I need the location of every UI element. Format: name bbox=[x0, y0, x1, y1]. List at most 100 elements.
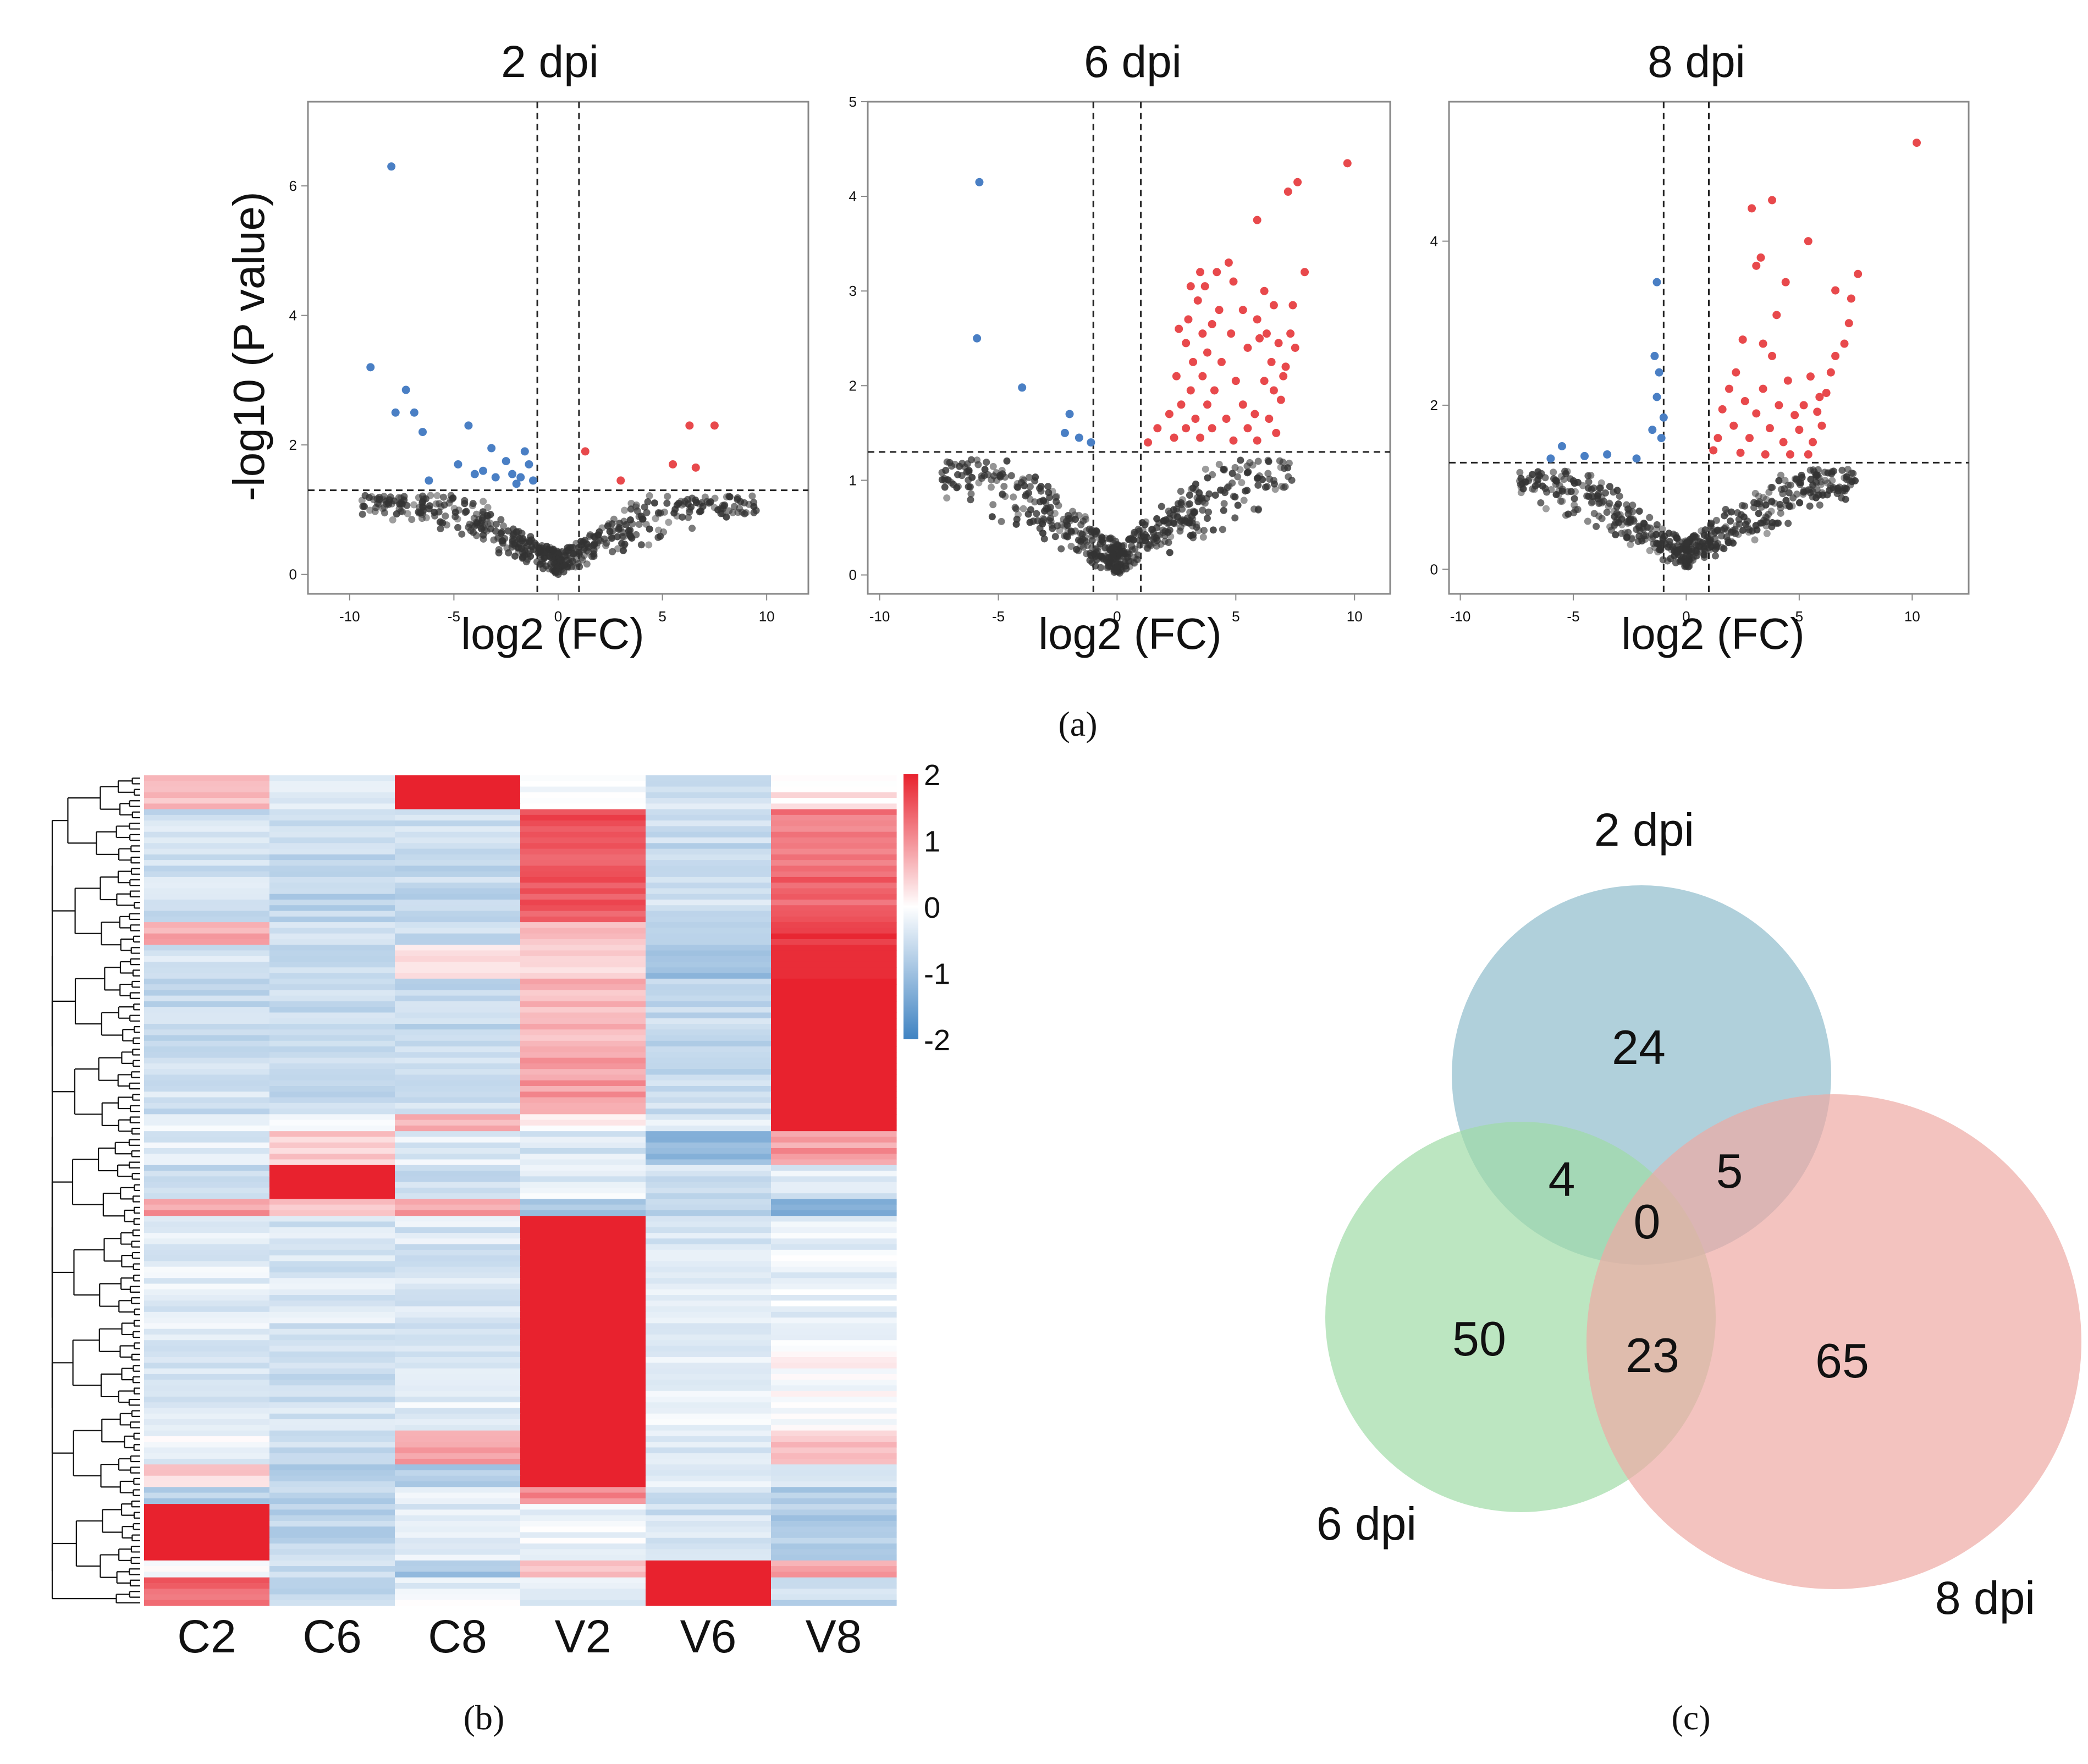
up-regulated-point bbox=[1714, 434, 1722, 443]
heatmap-cell bbox=[520, 911, 646, 917]
heatmap-cell bbox=[395, 1289, 521, 1296]
down-regulated-point bbox=[1060, 428, 1069, 437]
ns-point bbox=[1027, 506, 1034, 514]
heatmap-cell bbox=[646, 1515, 772, 1522]
ns-point bbox=[621, 541, 629, 548]
ns-point bbox=[1136, 541, 1144, 549]
heatmap-cell bbox=[144, 1544, 270, 1550]
heatmap-cell bbox=[395, 1572, 521, 1578]
heatmap-cell bbox=[144, 1351, 270, 1358]
heatmap: C2 C6 C8 V2 V6 V8 210-1-2 bbox=[51, 759, 950, 1662]
heatmap-cell bbox=[395, 1148, 521, 1154]
heatmap-cell bbox=[395, 1413, 521, 1420]
heatmap-cell bbox=[395, 911, 521, 917]
heatmap-cell bbox=[269, 1487, 395, 1493]
heatmap-cell bbox=[646, 1210, 772, 1216]
ns-point bbox=[1653, 521, 1661, 528]
heatmap-cell bbox=[144, 871, 270, 878]
heatmap-cell bbox=[269, 1560, 395, 1567]
ns-point bbox=[1228, 470, 1236, 477]
up-regulated-point bbox=[1274, 339, 1283, 348]
heatmap-cell bbox=[144, 922, 270, 928]
down-regulated-point bbox=[1075, 433, 1083, 442]
heatmap-cell bbox=[771, 1029, 897, 1036]
cutoff-lines bbox=[308, 102, 808, 594]
ns-point bbox=[1806, 502, 1814, 510]
heatmap-cell bbox=[144, 1549, 270, 1556]
heatmap-cell bbox=[520, 1566, 646, 1572]
heatmap-cell bbox=[771, 1526, 897, 1533]
heatmap-cell bbox=[520, 1199, 646, 1205]
heatmap-cell bbox=[771, 1233, 897, 1239]
heatmap-cell bbox=[646, 860, 772, 866]
ns-point bbox=[1606, 483, 1613, 490]
ns-point bbox=[495, 546, 503, 554]
heatmap-cell bbox=[771, 1380, 897, 1386]
ns-point bbox=[1847, 481, 1854, 489]
heatmap-cell bbox=[144, 809, 270, 815]
down-regulated-point bbox=[529, 476, 537, 485]
ns-point bbox=[408, 516, 416, 523]
ns-point bbox=[1243, 462, 1251, 470]
heatmap-cell bbox=[395, 1233, 521, 1239]
heatmap-cell bbox=[395, 883, 521, 889]
heatmap-cell bbox=[395, 1537, 521, 1544]
ns-point bbox=[685, 514, 692, 521]
heatmap-cell bbox=[144, 837, 270, 844]
ns-point bbox=[1124, 553, 1132, 561]
heatmap-cell bbox=[646, 1261, 772, 1267]
x-tick-label: 0 bbox=[1682, 608, 1690, 625]
down-regulated-point bbox=[520, 447, 529, 456]
heatmap-cell bbox=[144, 1148, 270, 1154]
ns-point bbox=[1161, 538, 1169, 545]
heatmap-cell bbox=[395, 990, 521, 996]
colorbar-tick-label: -1 bbox=[924, 958, 950, 991]
ns-point bbox=[1594, 492, 1601, 500]
y-tick-label: 1 bbox=[849, 472, 857, 488]
heatmap-cell bbox=[395, 814, 521, 821]
heatmap-cell bbox=[771, 973, 897, 979]
ns-point bbox=[1741, 502, 1749, 510]
heatmap-cell bbox=[269, 984, 395, 990]
heatmap-cell bbox=[144, 1125, 270, 1132]
heatmap-cell bbox=[395, 1080, 521, 1087]
ns-point bbox=[1596, 484, 1604, 492]
heatmap-cell bbox=[646, 1544, 772, 1550]
ns-point bbox=[410, 501, 418, 509]
heatmap-cell bbox=[771, 1171, 897, 1177]
ns-point bbox=[470, 514, 478, 522]
colorbar-tick-label: 2 bbox=[924, 759, 940, 792]
heatmap-cell bbox=[520, 1080, 646, 1087]
heatmap-cell bbox=[520, 916, 646, 923]
heatmap-cell bbox=[520, 1035, 646, 1041]
ns-point bbox=[1661, 532, 1668, 540]
up-regulated-point bbox=[1186, 282, 1195, 291]
up-regulated-point bbox=[1831, 351, 1840, 360]
ns-point bbox=[1017, 478, 1025, 486]
heatmap-cell bbox=[395, 1425, 521, 1431]
heatmap-cell bbox=[269, 798, 395, 804]
heatmap-cell bbox=[144, 1385, 270, 1392]
heatmap-cell bbox=[144, 916, 270, 923]
heatmap-cell bbox=[646, 1600, 772, 1606]
heatmap-cell bbox=[771, 1566, 897, 1572]
heatmap-cell bbox=[520, 820, 646, 827]
heatmap-cell bbox=[646, 1458, 772, 1465]
ns-point bbox=[1836, 483, 1843, 491]
heatmap-cell bbox=[520, 1085, 646, 1092]
heatmap-cell bbox=[144, 1255, 270, 1262]
up-regulated-point bbox=[1729, 421, 1738, 430]
heatmap-cell bbox=[646, 1577, 772, 1584]
heatmap-cell bbox=[144, 820, 270, 827]
ns-point bbox=[1791, 475, 1799, 483]
heatmap-cell bbox=[520, 1374, 646, 1380]
x-tick-label: 0 bbox=[1113, 608, 1121, 625]
ns-point bbox=[643, 509, 651, 516]
heatmap-cell bbox=[269, 1515, 395, 1522]
ns-point bbox=[750, 499, 758, 506]
heatmap-cell bbox=[269, 1249, 395, 1256]
heatmap-cell bbox=[144, 826, 270, 833]
ns-point bbox=[657, 509, 664, 517]
heatmap-cell bbox=[269, 843, 395, 850]
